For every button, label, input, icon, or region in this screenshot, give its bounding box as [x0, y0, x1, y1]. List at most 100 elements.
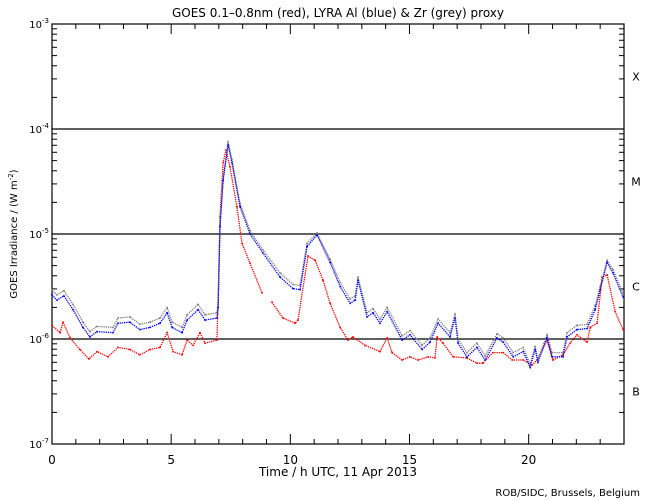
data-point — [261, 292, 263, 294]
data-point — [117, 346, 119, 349]
data-point — [401, 339, 403, 341]
data-point — [594, 304, 596, 307]
data-point — [614, 310, 616, 313]
data-point — [546, 334, 548, 336]
data-point — [409, 334, 411, 336]
data-point — [522, 359, 524, 361]
data-point — [379, 350, 381, 353]
data-point — [437, 318, 439, 320]
data-point — [279, 276, 281, 278]
data-point — [204, 342, 206, 344]
data-point — [566, 336, 568, 338]
series-line — [51, 141, 624, 367]
data-point — [466, 357, 468, 359]
data-point — [347, 339, 349, 341]
data-point — [569, 342, 571, 344]
data-point — [429, 341, 431, 343]
data-point — [599, 285, 601, 288]
data-point — [576, 328, 578, 331]
data-point — [409, 356, 411, 358]
data-point — [457, 342, 459, 344]
data-point — [307, 255, 309, 257]
data-point — [79, 348, 81, 351]
data-point — [586, 341, 588, 343]
data-point — [117, 317, 119, 319]
data-point — [186, 319, 188, 321]
data-point — [69, 337, 71, 339]
data-point — [364, 344, 366, 347]
data-point — [522, 346, 524, 349]
data-point — [339, 326, 341, 329]
data-point — [552, 359, 554, 361]
data-point — [149, 326, 151, 329]
data-point — [329, 261, 331, 264]
data-point — [72, 303, 74, 306]
data-point — [357, 276, 359, 278]
data-point — [166, 331, 168, 334]
x-tick-label: 10 — [283, 453, 298, 467]
data-point — [421, 348, 423, 351]
data-point — [129, 348, 131, 351]
data-point — [537, 358, 539, 360]
series-lyra-zr-proxy — [51, 140, 624, 367]
data-point — [96, 350, 98, 353]
data-point — [386, 310, 388, 313]
data-point — [379, 322, 381, 325]
data-point — [476, 342, 478, 344]
data-point — [139, 353, 141, 356]
data-point — [239, 205, 241, 208]
data-point — [386, 306, 388, 309]
y-axis-label-end: ) — [9, 169, 20, 173]
data-point — [219, 223, 221, 226]
data-point — [107, 356, 109, 358]
data-point — [282, 317, 284, 319]
data-point — [262, 252, 264, 254]
data-point — [171, 326, 173, 329]
data-point — [339, 285, 341, 288]
data-point — [159, 346, 161, 349]
data-point — [216, 317, 218, 319]
data-point — [236, 205, 238, 208]
data-point — [51, 288, 53, 291]
data-point — [594, 308, 596, 311]
data-point — [366, 311, 368, 314]
data-point — [562, 351, 564, 354]
data-point — [496, 332, 498, 335]
data-point — [454, 313, 456, 315]
data-point — [63, 289, 65, 292]
data-point — [612, 272, 614, 274]
data-point — [454, 317, 456, 319]
data-point — [476, 346, 478, 349]
flare-class-label-c: C — [632, 281, 640, 294]
data-point — [339, 281, 341, 284]
data-point — [546, 339, 548, 341]
data-point — [466, 356, 468, 358]
data-point — [129, 316, 131, 318]
data-point — [292, 287, 294, 290]
data-point — [166, 311, 168, 314]
data-point — [436, 336, 438, 338]
data-point — [89, 330, 91, 333]
data-point — [159, 322, 161, 325]
data-point — [112, 326, 114, 329]
data-point — [72, 308, 74, 311]
data-point — [222, 177, 224, 180]
series-line — [51, 144, 624, 370]
data-point — [216, 339, 218, 341]
data-point — [217, 306, 219, 309]
data-point — [62, 321, 64, 323]
data-point — [502, 351, 504, 354]
data-point — [596, 322, 598, 325]
data-point — [434, 357, 436, 359]
data-point — [294, 322, 296, 325]
data-point — [159, 317, 161, 319]
data-point — [88, 358, 90, 360]
data-point — [96, 325, 98, 328]
data-point — [322, 279, 324, 281]
data-point — [452, 356, 454, 358]
data-point — [502, 337, 504, 339]
data-point — [227, 140, 229, 143]
data-point — [82, 326, 84, 329]
data-point — [229, 166, 231, 168]
data-point — [292, 283, 294, 286]
